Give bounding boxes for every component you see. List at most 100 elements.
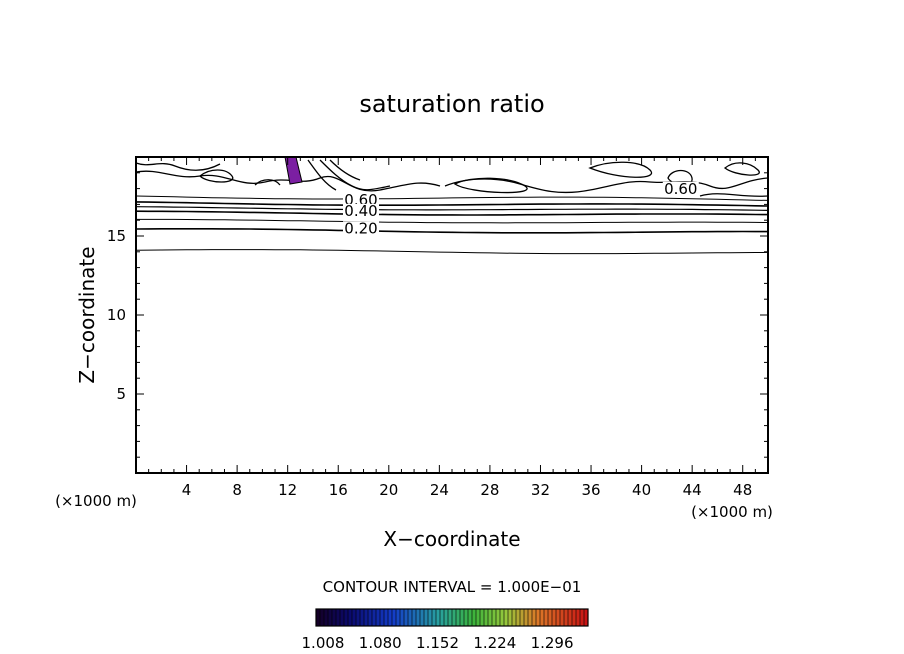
colorbar-cell xyxy=(496,609,501,626)
colorbar-cell xyxy=(340,609,345,626)
colorbar-cell xyxy=(432,609,437,626)
colorbar-cell xyxy=(336,609,341,626)
x-axis-label: X−coordinate xyxy=(383,527,520,551)
colorbar-cell xyxy=(560,609,565,626)
colorbar-cell xyxy=(384,609,389,626)
colorbar-cell xyxy=(576,609,581,626)
colorbar-cell xyxy=(508,609,513,626)
colorbar-cell xyxy=(424,609,429,626)
colorbar-tick-label: 1.224 xyxy=(473,634,516,652)
colorbar-cell xyxy=(368,609,373,626)
colorbar-cell xyxy=(352,609,357,626)
y-axis-unit: (×1000 m) xyxy=(55,492,137,510)
contour-line-upper xyxy=(444,177,769,194)
colorbar-cell xyxy=(456,609,461,626)
colorbar-cell xyxy=(448,609,453,626)
colorbar-cell xyxy=(316,609,321,626)
colorbar-tick-label: 1.152 xyxy=(416,634,459,652)
colorbar-cell xyxy=(412,609,417,626)
x-tick-label: 16 xyxy=(329,481,348,499)
colorbar-cell xyxy=(440,609,445,626)
contour-line-upper xyxy=(699,193,769,197)
colorbar-cell xyxy=(408,609,413,626)
colorbar-cell xyxy=(348,609,353,626)
x-tick-label: 24 xyxy=(430,481,449,499)
colorbar-cell xyxy=(380,609,385,626)
colorbar-tick-label: 1.008 xyxy=(302,634,345,652)
x-tick-label: 32 xyxy=(531,481,550,499)
colorbar-cell xyxy=(512,609,517,626)
contour-lines xyxy=(135,156,769,255)
colorbar-cell xyxy=(376,609,381,626)
colorbar-cell xyxy=(404,609,409,626)
contour-line-upper xyxy=(307,159,337,191)
contour-line-060 xyxy=(135,201,769,207)
contour-line xyxy=(136,218,769,224)
colorbar-cell xyxy=(396,609,401,626)
contour-line xyxy=(135,206,769,211)
colorbar-cell xyxy=(584,609,589,626)
colorbar-cell xyxy=(392,609,397,626)
contour-labels: 0.600.400.200.60 xyxy=(342,180,699,237)
colorbar-cell xyxy=(400,609,405,626)
x-tick-label: 20 xyxy=(379,481,398,499)
x-tick-label: 8 xyxy=(232,481,242,499)
contour-line-upper xyxy=(723,162,760,176)
colorbar-tick-labels: 1.008 1.080 1.152 1.224 1.296 xyxy=(302,634,574,652)
contour-interval-text: CONTOUR INTERVAL = 1.000E−01 xyxy=(323,578,582,596)
colorbar-cell xyxy=(324,609,329,626)
colorbar-cell xyxy=(484,609,489,626)
colorbar-cell xyxy=(544,609,549,626)
colorbar-cell xyxy=(472,609,477,626)
y-axis-ticks: 5 10 15 xyxy=(107,172,768,458)
contour-line-upper xyxy=(254,179,281,186)
colorbar-cell xyxy=(388,609,393,626)
colorbar-cell xyxy=(444,609,449,626)
contour-line-upper xyxy=(453,177,528,194)
colorbar-tick-label: 1.080 xyxy=(359,634,402,652)
colorbar-cell xyxy=(492,609,497,626)
contour-label-bg xyxy=(342,203,379,218)
colorbar-cell xyxy=(416,609,421,626)
contour-line-upper xyxy=(588,161,653,178)
colorbar-cell xyxy=(500,609,505,626)
colorbar-cell xyxy=(524,609,529,626)
colorbar-cell xyxy=(328,609,333,626)
contour-label-bg xyxy=(662,181,699,196)
colorbar-cell xyxy=(520,609,525,626)
colorbar xyxy=(315,608,589,627)
colorbar-cell xyxy=(488,609,493,626)
colorbar-cell xyxy=(420,609,425,626)
colorbar-tick-label: 1.296 xyxy=(531,634,574,652)
contour-line-upper xyxy=(319,159,391,191)
colorbar-cell xyxy=(460,609,465,626)
colorbar-cell xyxy=(480,609,485,626)
colorbar-cell xyxy=(344,609,349,626)
colorbar-cell xyxy=(556,609,561,626)
colorbar-cell xyxy=(364,609,369,626)
colorbar-cell xyxy=(536,609,541,626)
contour-label: 0.20 xyxy=(344,219,377,237)
colorbar-cell xyxy=(572,609,577,626)
contour-line-upper xyxy=(329,159,361,181)
y-tick-label: 5 xyxy=(116,385,126,403)
x-axis-ticks: 4 8 12 16 20 24 28 32 36 40 44 48 xyxy=(148,157,756,499)
colorbar-cell xyxy=(372,609,377,626)
colorbar-cell xyxy=(540,609,545,626)
x-tick-label: 48 xyxy=(733,481,752,499)
colorbar-frame xyxy=(315,608,589,627)
contour-line-upper xyxy=(135,162,221,171)
contour-line-040 xyxy=(135,210,769,216)
colorbar-cell xyxy=(532,609,537,626)
colorbar-cell xyxy=(528,609,533,626)
contour-line-low xyxy=(135,249,769,255)
colorbar-cell xyxy=(476,609,481,626)
contour-label: 0.40 xyxy=(344,202,377,220)
colorbar-cell xyxy=(356,609,361,626)
colorbar-cell xyxy=(580,609,585,626)
contour-line-upper xyxy=(199,169,234,183)
contour-label: 0.60 xyxy=(664,180,697,198)
x-tick-label: 44 xyxy=(683,481,702,499)
